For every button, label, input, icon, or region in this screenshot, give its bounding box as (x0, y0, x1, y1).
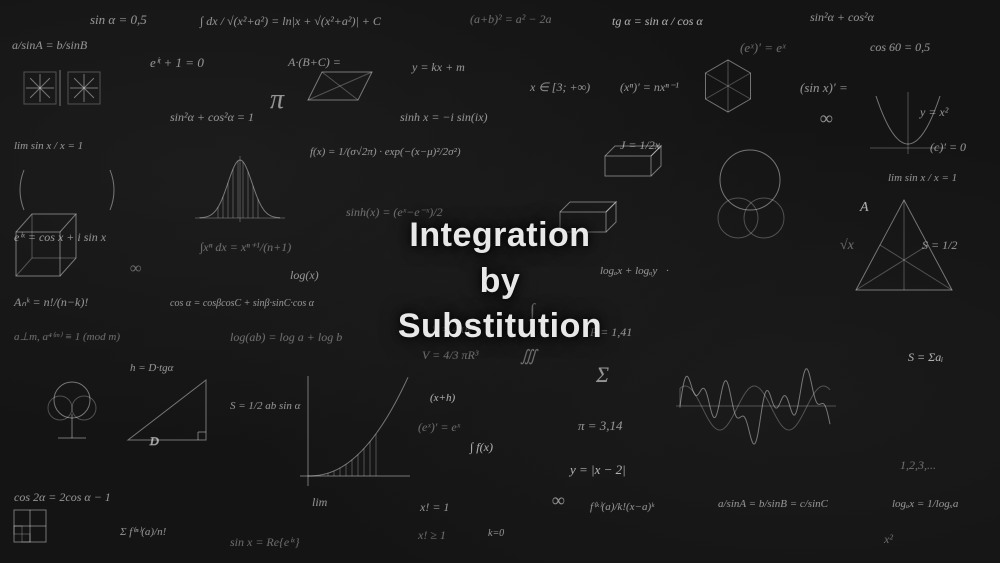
sketch-layer: D (0, 0, 1000, 563)
svg-text:D: D (149, 434, 159, 448)
